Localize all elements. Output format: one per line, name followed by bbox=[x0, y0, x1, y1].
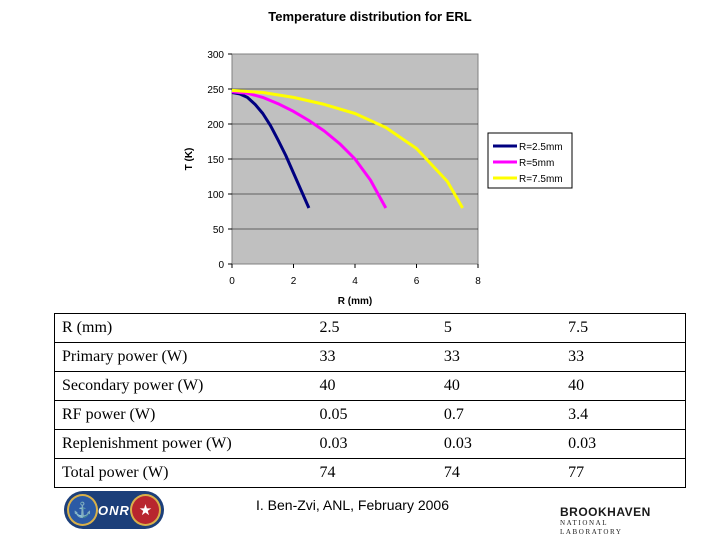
brookhaven-logo-main: BROOKHAVEN bbox=[560, 505, 651, 519]
chart-title: Temperature distribution for ERL bbox=[268, 9, 471, 24]
footer-credit: I. Ben-Zvi, ANL, February 2006 bbox=[256, 497, 449, 513]
row-value: 77 bbox=[561, 458, 687, 488]
x-axis-ticks: 0 2 4 6 8 bbox=[229, 264, 481, 287]
legend: R=2.5mm R=5mm R=7.5mm bbox=[493, 142, 563, 185]
y-tick-label: 300 bbox=[207, 50, 224, 61]
row-value: 33 bbox=[436, 342, 562, 372]
y-axis-ticks: 0 50 100 150 200 250 300 bbox=[207, 50, 232, 271]
x-axis-label: R (mm) bbox=[338, 296, 372, 307]
x-tick-label: 8 bbox=[475, 276, 481, 287]
brookhaven-logo: BROOKHAVEN NATIONAL LABORATORY bbox=[560, 505, 670, 537]
row-value: 33 bbox=[561, 342, 687, 372]
row-value: 0.7 bbox=[436, 400, 562, 430]
row-label: R (mm) bbox=[54, 313, 313, 343]
row-label: Primary power (W) bbox=[54, 342, 313, 372]
x-tick-label: 2 bbox=[291, 276, 297, 287]
table-row: Total power (W) 74 74 77 bbox=[54, 458, 687, 488]
legend-label: R=7.5mm bbox=[519, 174, 563, 185]
table-row: RF power (W) 0.05 0.7 3.4 bbox=[54, 400, 687, 430]
y-tick-label: 200 bbox=[207, 120, 224, 131]
table-row: Primary power (W) 33 33 33 bbox=[54, 342, 687, 372]
y-tick-label: 100 bbox=[207, 190, 224, 201]
brookhaven-logo-sub: NATIONAL LABORATORY bbox=[560, 519, 623, 536]
y-tick-label: 150 bbox=[207, 155, 224, 166]
navy-seal-icon: ⚓ bbox=[67, 494, 99, 526]
row-value: 74 bbox=[312, 458, 437, 488]
onr-logo-text: ONR bbox=[98, 502, 130, 518]
row-value: 74 bbox=[436, 458, 562, 488]
x-tick-label: 4 bbox=[352, 276, 358, 287]
power-table: R (mm) 2.5 5 7.5 Primary power (W) 33 33 33 Seco… bbox=[54, 313, 687, 488]
row-label: Secondary power (W) bbox=[54, 371, 313, 401]
row-label: Replenishment power (W) bbox=[54, 429, 313, 459]
row-value: 3.4 bbox=[561, 400, 687, 430]
table-row: Replenishment power (W) 0.03 0.03 0.03 bbox=[54, 429, 687, 459]
series-line bbox=[231, 88, 464, 209]
temperature-chart: Temperature distribution for ERL 0 50 100 1… bbox=[184, 9, 573, 307]
grid-lines bbox=[232, 88, 478, 230]
table-row: R (mm) 2.5 5 7.5 bbox=[54, 313, 687, 343]
marine-seal-icon: ★ bbox=[129, 494, 161, 526]
y-axis-label: T (K) bbox=[184, 148, 195, 171]
row-value: 5 bbox=[436, 313, 562, 343]
row-value: 40 bbox=[561, 371, 687, 401]
table-row: Secondary power (W) 40 40 40 bbox=[54, 371, 687, 401]
row-value: 0.03 bbox=[436, 429, 562, 459]
y-tick-label: 50 bbox=[213, 225, 225, 236]
row-label: Total power (W) bbox=[54, 458, 313, 488]
y-tick-label: 0 bbox=[218, 260, 224, 271]
y-tick-label: 250 bbox=[207, 85, 224, 96]
series-line bbox=[231, 90, 388, 209]
legend-label: R=5mm bbox=[519, 158, 554, 169]
row-value: 2.5 bbox=[312, 313, 437, 343]
x-tick-label: 6 bbox=[414, 276, 420, 287]
row-label: RF power (W) bbox=[54, 400, 313, 430]
onr-logo: ⚓ ONR ★ bbox=[64, 491, 164, 529]
row-value: 40 bbox=[436, 371, 562, 401]
row-value: 0.03 bbox=[312, 429, 437, 459]
x-tick-label: 0 bbox=[229, 276, 235, 287]
legend-label: R=2.5mm bbox=[519, 142, 563, 153]
row-value: 40 bbox=[312, 371, 437, 401]
row-value: 0.05 bbox=[312, 400, 437, 430]
row-value: 33 bbox=[312, 342, 437, 372]
series-lines bbox=[231, 88, 464, 209]
row-value: 0.03 bbox=[561, 429, 687, 459]
row-value: 7.5 bbox=[561, 313, 687, 343]
series-line bbox=[231, 91, 311, 209]
